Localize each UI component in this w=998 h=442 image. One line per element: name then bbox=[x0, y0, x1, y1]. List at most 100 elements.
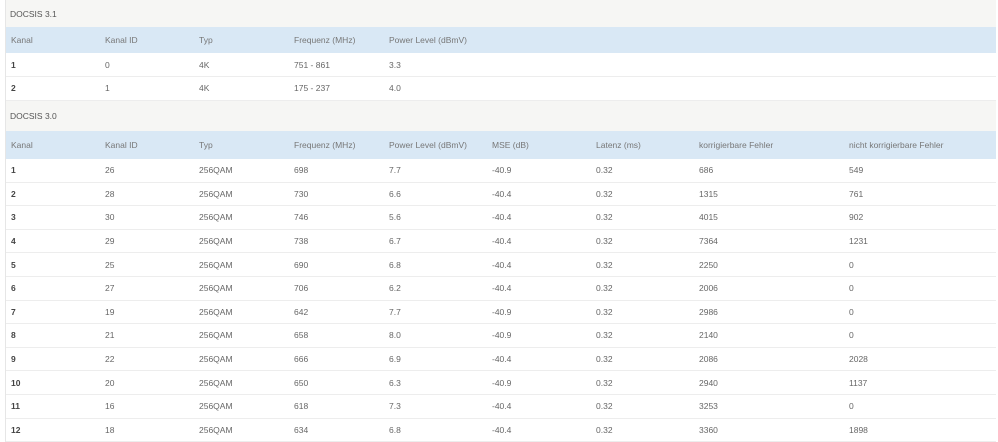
table-cell: -40.4 bbox=[487, 206, 591, 230]
table-cell: -40.9 bbox=[487, 159, 591, 183]
table-cell: -40.4 bbox=[487, 394, 591, 418]
table-cell: 1 bbox=[100, 77, 194, 101]
table-cell: 9 bbox=[6, 347, 100, 371]
table-cell: 2986 bbox=[694, 300, 844, 324]
column-header: Latenz (ms) bbox=[591, 131, 694, 159]
table-cell: 256QAM bbox=[194, 300, 289, 324]
table-cell: 3.3 bbox=[384, 53, 996, 77]
table-cell: 751 - 861 bbox=[289, 53, 384, 77]
table-cell: 6.8 bbox=[384, 418, 487, 442]
table-cell: 4 bbox=[6, 229, 100, 253]
table-cell: 5 bbox=[6, 253, 100, 277]
table-cell: -40.4 bbox=[487, 182, 591, 206]
table-cell: 698 bbox=[289, 159, 384, 183]
table-cell: 706 bbox=[289, 276, 384, 300]
table-cell: 1315 bbox=[694, 182, 844, 206]
column-header: nicht korrigierbare Fehler bbox=[844, 131, 996, 159]
table-cell: 0.32 bbox=[591, 159, 694, 183]
table-cell: 256QAM bbox=[194, 182, 289, 206]
table-cell: 642 bbox=[289, 300, 384, 324]
table-cell: 902 bbox=[844, 206, 996, 230]
table-cell: 746 bbox=[289, 206, 384, 230]
table-cell: 2086 bbox=[694, 347, 844, 371]
table-cell: -40.9 bbox=[487, 324, 591, 348]
table-cell: 256QAM bbox=[194, 394, 289, 418]
table-cell: 690 bbox=[289, 253, 384, 277]
table-cell: 2006 bbox=[694, 276, 844, 300]
table-cell: 175 - 237 bbox=[289, 77, 384, 101]
table-cell: 6.2 bbox=[384, 276, 487, 300]
table-cell: 0.32 bbox=[591, 182, 694, 206]
docsis30-title: DOCSIS 3.0 bbox=[6, 101, 996, 131]
table-cell: 25 bbox=[100, 253, 194, 277]
table-cell: 26 bbox=[100, 159, 194, 183]
table-cell: 686 bbox=[694, 159, 844, 183]
column-header: MSE (dB) bbox=[487, 131, 591, 159]
docsis31-title: DOCSIS 3.1 bbox=[6, 0, 996, 27]
table-cell: 4015 bbox=[694, 206, 844, 230]
table-cell: 256QAM bbox=[194, 418, 289, 442]
column-header: Typ bbox=[194, 27, 289, 53]
table-cell: 256QAM bbox=[194, 159, 289, 183]
table-cell: -40.9 bbox=[487, 371, 591, 395]
column-header: Kanal bbox=[6, 27, 100, 53]
table-cell: 618 bbox=[289, 394, 384, 418]
table-cell: 3360 bbox=[694, 418, 844, 442]
column-header: Power Level (dBmV) bbox=[384, 27, 996, 53]
table-cell: 0 bbox=[844, 324, 996, 348]
table-cell: 7364 bbox=[694, 229, 844, 253]
table-cell: 256QAM bbox=[194, 229, 289, 253]
column-header: Kanal bbox=[6, 131, 100, 159]
table-cell: 1 bbox=[6, 159, 100, 183]
column-header: Typ bbox=[194, 131, 289, 159]
table-cell: 0.32 bbox=[591, 324, 694, 348]
table-cell: 3 bbox=[6, 206, 100, 230]
table-cell: 12 bbox=[6, 418, 100, 442]
table-cell: 1 bbox=[6, 53, 100, 77]
table-cell: 730 bbox=[289, 182, 384, 206]
table-cell: 0.32 bbox=[591, 347, 694, 371]
table-cell: 0 bbox=[844, 276, 996, 300]
table-cell: -40.4 bbox=[487, 229, 591, 253]
column-header: Frequenz (MHz) bbox=[289, 131, 384, 159]
table-cell: 6 bbox=[6, 276, 100, 300]
table-cell: 7 bbox=[6, 300, 100, 324]
table-cell: 28 bbox=[100, 182, 194, 206]
table-cell: 10 bbox=[6, 371, 100, 395]
table-cell: 256QAM bbox=[194, 253, 289, 277]
table-cell: 18 bbox=[100, 418, 194, 442]
table-cell: 6.6 bbox=[384, 182, 487, 206]
table-cell: 0.32 bbox=[591, 276, 694, 300]
table-cell: 0.32 bbox=[591, 371, 694, 395]
table-cell: 8 bbox=[6, 324, 100, 348]
table-cell: 0 bbox=[844, 253, 996, 277]
table-cell: 30 bbox=[100, 206, 194, 230]
column-header: Kanal ID bbox=[100, 131, 194, 159]
table-cell: 549 bbox=[844, 159, 996, 183]
table-cell: 3253 bbox=[694, 394, 844, 418]
column-header: korrigierbare Fehler bbox=[694, 131, 844, 159]
table-cell: 658 bbox=[289, 324, 384, 348]
table-cell: -40.9 bbox=[487, 300, 591, 324]
table-cell: 4K bbox=[194, 53, 289, 77]
table-cell: 6.9 bbox=[384, 347, 487, 371]
table-cell: 650 bbox=[289, 371, 384, 395]
table-cell: 634 bbox=[289, 418, 384, 442]
table-cell: 1137 bbox=[844, 371, 996, 395]
table-cell: 256QAM bbox=[194, 276, 289, 300]
table-cell: 6.8 bbox=[384, 253, 487, 277]
